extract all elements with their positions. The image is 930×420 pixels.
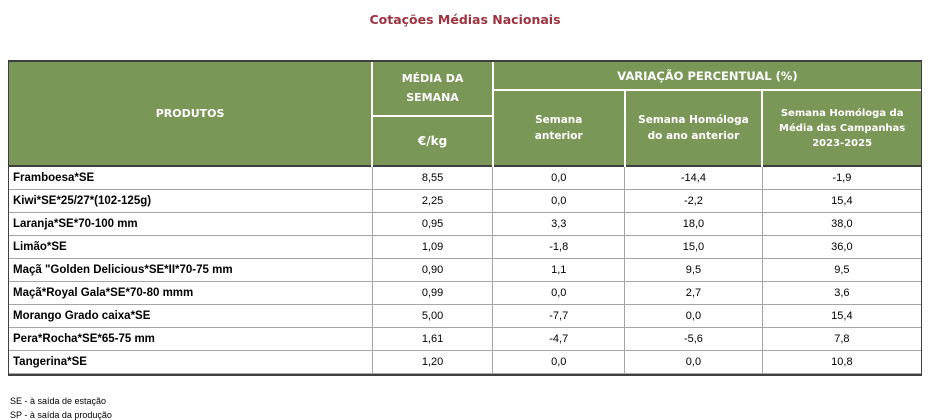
table-header: PRODUTOS MÉDIA DA SEMANA VARIAÇÃO PERCEN… — [9, 62, 921, 166]
table-row: Framboesa*SE 8,55 0,0 -14,4 -1,9 — [9, 165, 921, 190]
semana-anterior-cell: -1,8 — [492, 235, 626, 259]
semana-homologa-media-cell: 36,0 — [762, 235, 921, 259]
product-cell: Pera*Rocha*SE*65-75 mm — [9, 327, 373, 351]
media-semana-cell: 1,09 — [372, 235, 494, 259]
product-cell: Tangerina*SE — [9, 350, 373, 374]
table-row: Pera*Rocha*SE*65-75 mm 1,61 -4,7 -5,6 7,… — [9, 327, 921, 351]
media-semana-cell: 0,95 — [372, 212, 494, 236]
product-cell: Maçã "Golden Delicious*SE*II*70-75 mm — [9, 258, 373, 282]
footnote-sp: SP - à saída da produção — [10, 410, 112, 420]
quotations-table: PRODUTOS MÉDIA DA SEMANA VARIAÇÃO PERCEN… — [9, 62, 921, 374]
header-semana-anterior: Semana anterior — [492, 90, 626, 166]
product-cell: Limão*SE — [9, 235, 373, 259]
page-title: Cotações Médias Nacionais — [369, 12, 561, 27]
header-produtos: PRODUTOS — [9, 62, 374, 166]
media-semana-cell: 2,25 — [372, 189, 494, 213]
media-semana-cell: 0,90 — [372, 258, 494, 282]
semana-homologa-media-cell: 3,6 — [762, 281, 921, 305]
semana-homologa-media-cell: 10,8 — [762, 350, 921, 374]
semana-homologa-cell: 2,7 — [624, 281, 763, 305]
semana-homologa-cell: 18,0 — [624, 212, 763, 236]
semana-anterior-cell: 1,1 — [492, 258, 626, 282]
header-unit-eur-per-kg: €/kg — [372, 116, 494, 166]
table-row: Kiwi*SE*25/27*(102-125g) 2,25 0,0 -2,2 1… — [9, 189, 921, 213]
header-semana-homologa-ano-anterior: Semana Homóloga do ano anterior — [624, 90, 764, 166]
table-row: Morango Grado caixa*SE 5,00 -7,7 0,0 15,… — [9, 304, 921, 328]
footnote-se: SE - à saída de estação — [10, 396, 107, 406]
product-cell: Kiwi*SE*25/27*(102-125g) — [9, 189, 373, 213]
media-semana-cell: 8,55 — [372, 165, 494, 190]
media-semana-cell: 1,20 — [372, 350, 494, 374]
table-row: Tangerina*SE 1,20 0,0 0,0 10,8 — [9, 350, 921, 374]
semana-homologa-cell: 9,5 — [624, 258, 763, 282]
semana-anterior-cell: 3,3 — [492, 212, 626, 236]
header-media-da-semana: MÉDIA DA SEMANA — [372, 62, 494, 117]
semana-anterior-cell: -7,7 — [492, 304, 626, 328]
semana-homologa-cell: 0,0 — [624, 304, 763, 328]
semana-homologa-media-cell: 9,5 — [762, 258, 921, 282]
semana-anterior-cell: 0,0 — [492, 350, 626, 374]
product-cell: Laranja*SE*70-100 mm — [9, 212, 373, 236]
media-semana-cell: 5,00 — [372, 304, 494, 328]
semana-homologa-cell: -5,6 — [624, 327, 763, 351]
semana-homologa-media-cell: 38,0 — [762, 212, 921, 236]
semana-homologa-cell: -14,4 — [624, 165, 763, 190]
product-cell: Maçã*Royal Gala*SE*70-80 mmm — [9, 281, 373, 305]
table-row: Maçã "Golden Delicious*SE*II*70-75 mm 0,… — [9, 258, 921, 282]
semana-homologa-media-cell: 7,8 — [762, 327, 921, 351]
quotations-table-frame: PRODUTOS MÉDIA DA SEMANA VARIAÇÃO PERCEN… — [8, 60, 922, 376]
semana-anterior-cell: 0,0 — [492, 189, 626, 213]
semana-homologa-media-cell: 15,4 — [762, 189, 921, 213]
media-semana-cell: 1,61 — [372, 327, 494, 351]
footnotes: SE - à saída de estação SP - à saída da … — [10, 394, 930, 420]
product-cell: Morango Grado caixa*SE — [9, 304, 373, 328]
header-semana-homologa-media-campanhas: Semana Homóloga da Média das Campanhas 2… — [762, 90, 921, 166]
table-body: Framboesa*SE 8,55 0,0 -14,4 -1,9 Kiwi*SE… — [9, 165, 921, 374]
semana-homologa-cell: -2,2 — [624, 189, 763, 213]
header-variacao-percentual-group: VARIAÇÃO PERCENTUAL (%) — [492, 62, 921, 91]
semana-anterior-cell: 0,0 — [492, 281, 626, 305]
product-cell: Framboesa*SE — [9, 165, 373, 190]
media-semana-cell: 0,99 — [372, 281, 494, 305]
semana-anterior-cell: -4,7 — [492, 327, 626, 351]
semana-homologa-cell: 15,0 — [624, 235, 763, 259]
table-row: Laranja*SE*70-100 mm 0,95 3,3 18,0 38,0 — [9, 212, 921, 236]
semana-homologa-media-cell: 15,4 — [762, 304, 921, 328]
table-row: Limão*SE 1,09 -1,8 15,0 36,0 — [9, 235, 921, 259]
semana-homologa-cell: 0,0 — [624, 350, 763, 374]
semana-anterior-cell: 0,0 — [492, 165, 626, 190]
semana-homologa-media-cell: -1,9 — [762, 165, 921, 190]
table-row: Maçã*Royal Gala*SE*70-80 mmm 0,99 0,0 2,… — [9, 281, 921, 305]
